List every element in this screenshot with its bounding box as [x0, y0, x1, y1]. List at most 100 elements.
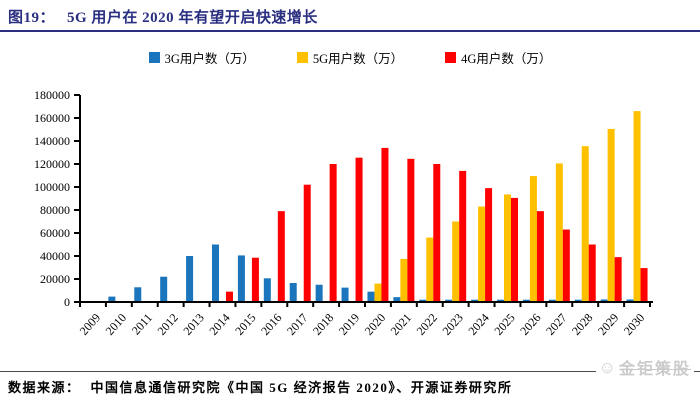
bar-3g-2027	[548, 299, 556, 302]
title-underline	[0, 30, 700, 32]
bar-3g-2028	[574, 299, 582, 302]
bar-3g-2022	[419, 299, 427, 302]
x-tick-label: 2010	[103, 311, 129, 338]
x-tick-label: 2011	[129, 311, 155, 338]
legend-item-3g: 3G用户数（万）	[148, 48, 255, 67]
y-tick-label: 0	[64, 295, 70, 309]
legend-item-5g: 5G用户数（万）	[296, 48, 404, 67]
y-tick-label: 120000	[34, 157, 70, 171]
bar-5g-2029	[607, 128, 615, 302]
y-tick-label: 20000	[40, 272, 70, 286]
bar-chart: 0 20000 40000 60000 80000 100000 120000 140000 1…	[34, 88, 653, 338]
bar-3g-2013	[186, 256, 194, 302]
bar-3g-2017	[289, 283, 297, 302]
bar-4g-2022	[433, 164, 441, 302]
bar-3g-2025	[497, 299, 504, 302]
brand-watermark-text: 金钜策股	[618, 361, 691, 378]
bar-3g-2024	[471, 299, 479, 302]
bar-3g-2021	[393, 297, 401, 302]
bar-3g-2015	[237, 255, 245, 302]
y-tick-label: 180000	[34, 88, 70, 102]
data-source-body: 中国信息通信研究院《中国 5G 经济报告 2020》、开源证券研究所	[90, 380, 513, 395]
x-tick-label: 2029	[595, 311, 621, 338]
bar-3g-2010	[108, 296, 116, 302]
legend-swatch-icon	[296, 52, 308, 63]
y-tick-label: 80000	[40, 203, 70, 217]
x-tick-label: 2021	[388, 311, 414, 338]
y-tick-label: 160000	[34, 111, 70, 125]
bar-4g-2017	[303, 184, 311, 302]
x-tick-label: 2028	[569, 311, 595, 338]
bar-3g-2026	[522, 299, 530, 302]
bar-4g-2025	[511, 197, 518, 302]
x-tick-label: 2012	[154, 311, 180, 338]
brand-watermark: ☺ 金钜策股	[595, 355, 694, 379]
figure-title-row: 图19： 5G 用户在 2020 年有望开启快速增长	[8, 6, 318, 27]
bar-4g-2023	[459, 170, 467, 302]
legend-swatch-icon	[445, 52, 457, 63]
bar-3g-2014	[212, 244, 219, 302]
x-tick-label: 2030	[621, 311, 647, 338]
y-tick-label: 100000	[34, 180, 70, 194]
data-source-prefix: 数据来源：	[8, 380, 81, 395]
legend-label: 5G用户数（万）	[312, 52, 404, 66]
y-tick-label: 60000	[40, 226, 70, 240]
bar-3g-2016	[263, 278, 271, 302]
bar-5g-2023	[452, 221, 460, 302]
y-tick-label: 40000	[40, 249, 70, 263]
bar-3g-2018	[315, 284, 323, 302]
chart-legend: 3G用户数（万） 5G用户数（万） 4G用户数（万）	[0, 48, 700, 67]
x-tick-label: 2013	[180, 311, 206, 338]
bar-4g-2024	[485, 188, 493, 302]
bar-3g-2029	[600, 299, 608, 302]
bar-4g-2027	[562, 229, 570, 302]
footer-divider-line	[0, 371, 700, 372]
bar-3g-2030	[626, 299, 634, 302]
x-tick-label: 2022	[414, 311, 440, 338]
bar-4g-2030	[640, 268, 648, 302]
bar-5g-2026	[529, 176, 537, 302]
bar-5g-2028	[581, 146, 589, 302]
bar-4g-2015	[251, 257, 259, 302]
bar-3g-2011	[134, 287, 142, 302]
x-tick-label: 2026	[517, 311, 543, 338]
bar-5g-2027	[555, 163, 563, 302]
legend-item-4g: 4G用户数（万）	[445, 48, 551, 67]
y-tick-label: 140000	[34, 134, 70, 148]
bar-3g-2023	[445, 299, 453, 302]
legend-label: 3G用户数（万）	[164, 52, 255, 66]
x-tick-label: 2009	[77, 311, 103, 338]
bar-5g-2024	[478, 206, 486, 302]
x-tick-label: 2018	[310, 311, 336, 338]
x-tick-label: 2024	[465, 311, 491, 338]
bar-4g-2020	[381, 147, 389, 302]
bar-4g-2029	[614, 257, 622, 302]
x-tick-label: 2027	[543, 311, 569, 338]
x-tick-label: 2016	[258, 311, 284, 338]
x-tick-label: 2020	[362, 311, 388, 338]
bar-4g-2014	[226, 291, 233, 302]
bar-4g-2019	[355, 157, 363, 302]
bar-4g-2021	[407, 158, 415, 302]
figure-label: 图19：	[8, 10, 56, 26]
x-tick-label: 2023	[439, 311, 465, 338]
bar-5g-2022	[426, 237, 434, 302]
bar-3g-2012	[160, 276, 168, 302]
x-tick-label: 2025	[491, 311, 517, 338]
bar-3g-2019	[341, 287, 349, 302]
bar-4g-2016	[277, 211, 285, 302]
bar-5g-2030	[633, 111, 641, 302]
legend-swatch-icon	[148, 52, 160, 63]
bar-5g-2020	[374, 283, 382, 302]
legend-label: 4G用户数（万）	[461, 52, 552, 66]
x-tick-label: 2015	[232, 311, 258, 338]
x-tick-label: 2017	[284, 311, 310, 338]
x-tick-label: 2014	[206, 311, 232, 338]
bar-5g-2021	[400, 258, 408, 302]
bar-5g-2025	[504, 194, 511, 302]
smiley-face-icon: ☺	[598, 357, 616, 377]
bar-4g-2026	[536, 211, 544, 302]
data-source-line: 数据来源： 中国信息通信研究院《中国 5G 经济报告 2020》、开源证券研究所	[8, 377, 512, 396]
x-tick-label: 2019	[336, 311, 362, 338]
figure-title: 5G 用户在 2020 年有望开启快速增长	[67, 10, 318, 26]
